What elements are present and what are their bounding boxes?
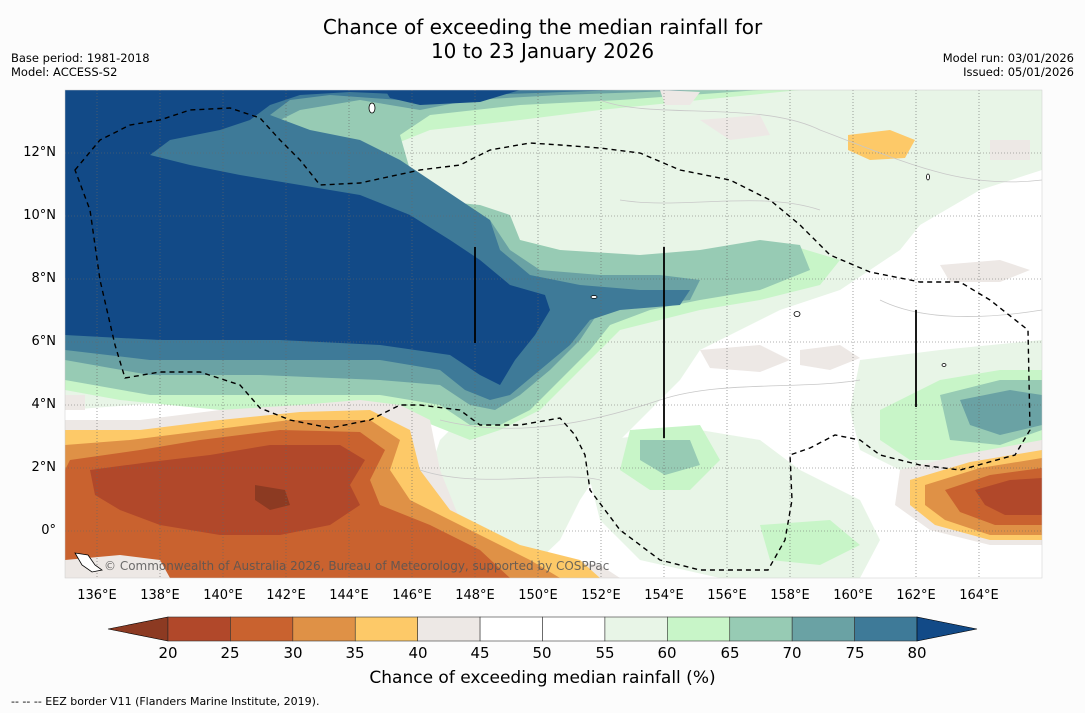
base-period: Base period: 1981-2018 bbox=[11, 51, 150, 65]
tan-patch bbox=[700, 345, 790, 372]
colorbar-swatch bbox=[854, 616, 918, 642]
colorbar-tick-55: 55 bbox=[595, 644, 615, 662]
colorbar-swatch bbox=[354, 616, 418, 642]
lat-label-6n: 6°N bbox=[31, 334, 57, 349]
lat-label-0: 0° bbox=[41, 523, 56, 538]
lon-label-146e: 146°E bbox=[392, 588, 432, 603]
meta-right: Model run: 03/01/2026 Issued: 05/01/2026 bbox=[943, 51, 1074, 79]
eez-footnote: -- -- -- EEZ border V11 (Flanders Marine… bbox=[11, 695, 320, 708]
island bbox=[793, 311, 801, 317]
colorbar-swatch bbox=[791, 616, 855, 642]
lon-label-136e: 136°E bbox=[77, 588, 117, 603]
colorbar-tick-25: 25 bbox=[220, 644, 240, 662]
longitude-gridlines bbox=[96, 90, 980, 578]
colorbar-tick-30: 30 bbox=[283, 644, 303, 662]
model-name: Model: ACCESS-S2 bbox=[11, 65, 118, 79]
island bbox=[926, 173, 930, 181]
issued-date: Issued: 05/01/2026 bbox=[963, 65, 1074, 79]
lon-label-148e: 148°E bbox=[455, 588, 495, 603]
band-70-75-east bbox=[960, 390, 1042, 435]
lat-label-8n: 8°N bbox=[31, 271, 57, 286]
colorbar-tick-75: 75 bbox=[845, 644, 865, 662]
lon-label-162e: 162°E bbox=[896, 588, 936, 603]
colorbar-tick-35: 35 bbox=[345, 644, 365, 662]
contour-line bbox=[439, 379, 861, 429]
contour-line bbox=[599, 99, 1042, 183]
lon-label-158e: 158°E bbox=[770, 588, 810, 603]
tan-patch bbox=[660, 90, 700, 105]
map-title-line2: 10 to 23 January 2026 bbox=[430, 39, 655, 63]
band-above-80 bbox=[65, 90, 550, 385]
colorbar-swatch bbox=[604, 616, 668, 642]
latitude-gridlines bbox=[65, 152, 1042, 532]
colorbar-swatch bbox=[167, 616, 231, 642]
map-frame bbox=[64, 89, 1043, 579]
lat-label-10n: 10°N bbox=[23, 208, 56, 223]
island bbox=[74, 552, 103, 573]
lon-label-142e: 142°E bbox=[266, 588, 306, 603]
colorbar-title: Chance of exceeding median rainfall (%) bbox=[369, 668, 716, 688]
lat-label-2n: 2°N bbox=[31, 460, 57, 475]
colorbar-tick-45: 45 bbox=[470, 644, 490, 662]
lon-label-144e: 144°E bbox=[329, 588, 369, 603]
colorbar-tick-70: 70 bbox=[782, 644, 802, 662]
lat-label-12n: 12°N bbox=[23, 145, 56, 160]
lon-label-152e: 152°E bbox=[581, 588, 621, 603]
band-35-40-northeast bbox=[848, 130, 915, 160]
colorbar-tick-65: 65 bbox=[720, 644, 740, 662]
colorbar bbox=[107, 616, 978, 642]
lon-label-138e: 138°E bbox=[140, 588, 180, 603]
copyright-credit: © Commonwealth of Australia 2026, Bureau… bbox=[104, 559, 610, 573]
colorbar-swatch bbox=[667, 616, 731, 642]
colorbar-swatch bbox=[230, 616, 294, 642]
colorbar-swatch bbox=[292, 616, 356, 642]
island bbox=[590, 295, 598, 299]
band-below-20 bbox=[255, 485, 290, 510]
band-65-70-south bbox=[640, 440, 700, 475]
tan-patch bbox=[700, 115, 770, 140]
meta-left: Base period: 1981-2018 Model: ACCESS-S2 bbox=[11, 51, 150, 79]
colorbar-swatch bbox=[479, 616, 543, 642]
band-above-80-north bbox=[385, 90, 520, 105]
colorbar-tick-20: 20 bbox=[158, 644, 178, 662]
colorbar-swatch bbox=[542, 616, 606, 642]
lon-label-164e: 164°E bbox=[959, 588, 999, 603]
island bbox=[368, 102, 376, 114]
tan-patch bbox=[940, 260, 1030, 282]
colorbar-high-arrow bbox=[916, 616, 978, 642]
contour-line bbox=[419, 469, 601, 481]
contour-line bbox=[619, 199, 821, 211]
map-title-line1: Chance of exceeding the median rainfall … bbox=[322, 15, 763, 39]
lon-label-156e: 156°E bbox=[707, 588, 747, 603]
colorbar-tick-80: 80 bbox=[907, 644, 927, 662]
eez-border bbox=[74, 107, 1031, 571]
probability-field bbox=[65, 90, 1042, 578]
colorbar-tick-40: 40 bbox=[408, 644, 428, 662]
tan-patch bbox=[990, 140, 1030, 160]
tan-patch bbox=[800, 345, 860, 370]
colorbar-swatch bbox=[729, 616, 793, 642]
colorbar-tick-50: 50 bbox=[532, 644, 552, 662]
lon-label-154e: 154°E bbox=[644, 588, 684, 603]
islands bbox=[74, 102, 947, 573]
contour-lines bbox=[419, 99, 1042, 481]
tan-patch bbox=[65, 395, 85, 410]
tan-patches bbox=[65, 90, 1030, 410]
band-20-25-east bbox=[975, 478, 1042, 515]
lon-label-160e: 160°E bbox=[833, 588, 873, 603]
contour-line bbox=[879, 299, 1042, 317]
colorbar-tick-60: 60 bbox=[657, 644, 677, 662]
colorbar-low-arrow bbox=[107, 616, 169, 642]
model-run: Model run: 03/01/2026 bbox=[942, 51, 1074, 65]
island bbox=[941, 363, 947, 367]
lat-label-4n: 4°N bbox=[31, 397, 57, 412]
marker-lines bbox=[474, 247, 917, 438]
colorbar-swatch bbox=[417, 616, 481, 642]
lon-label-140e: 140°E bbox=[203, 588, 243, 603]
lon-label-150e: 150°E bbox=[518, 588, 558, 603]
band-20-25 bbox=[90, 445, 365, 535]
